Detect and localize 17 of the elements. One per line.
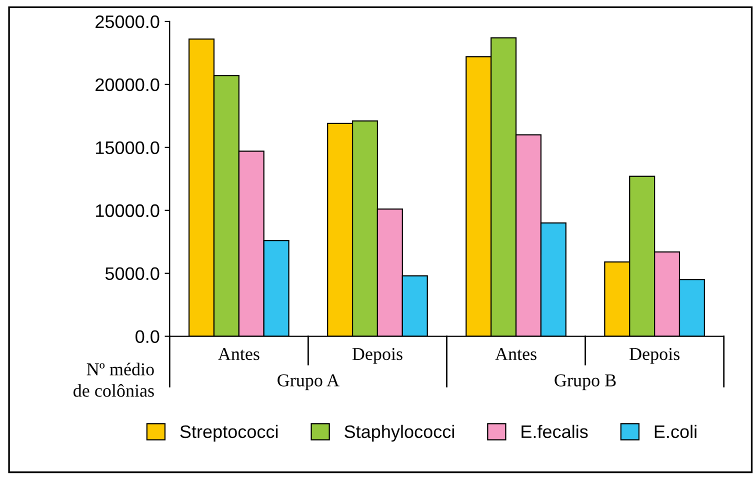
legend-label: Streptococci [180, 424, 278, 442]
text: Grupo B [554, 374, 616, 390]
legend-label: E.fecalis [522, 424, 588, 438]
y-tick-label: 5000.0 [105, 267, 160, 280]
x-tick-label: Antes [495, 348, 536, 360]
y-axis-title: Nº médio de colônias [73, 362, 154, 397]
text: Grupo A [278, 374, 340, 390]
y-tick-label: 0.0 [136, 330, 160, 344]
legend-label: Staphylococci [344, 424, 454, 442]
x-tick-label: Depois [630, 348, 680, 364]
y-tick-label: 25000.0 [96, 15, 160, 28]
x-tick-label: Antes [218, 348, 260, 360]
y-tick-label: 15000.0 [96, 141, 160, 154]
y-tick-label: 20000.0 [96, 78, 160, 92]
y-tick-label: 10000.0 [96, 204, 160, 218]
legend-label: E.coli [654, 424, 696, 438]
x-tick-label: Depois [352, 348, 402, 364]
